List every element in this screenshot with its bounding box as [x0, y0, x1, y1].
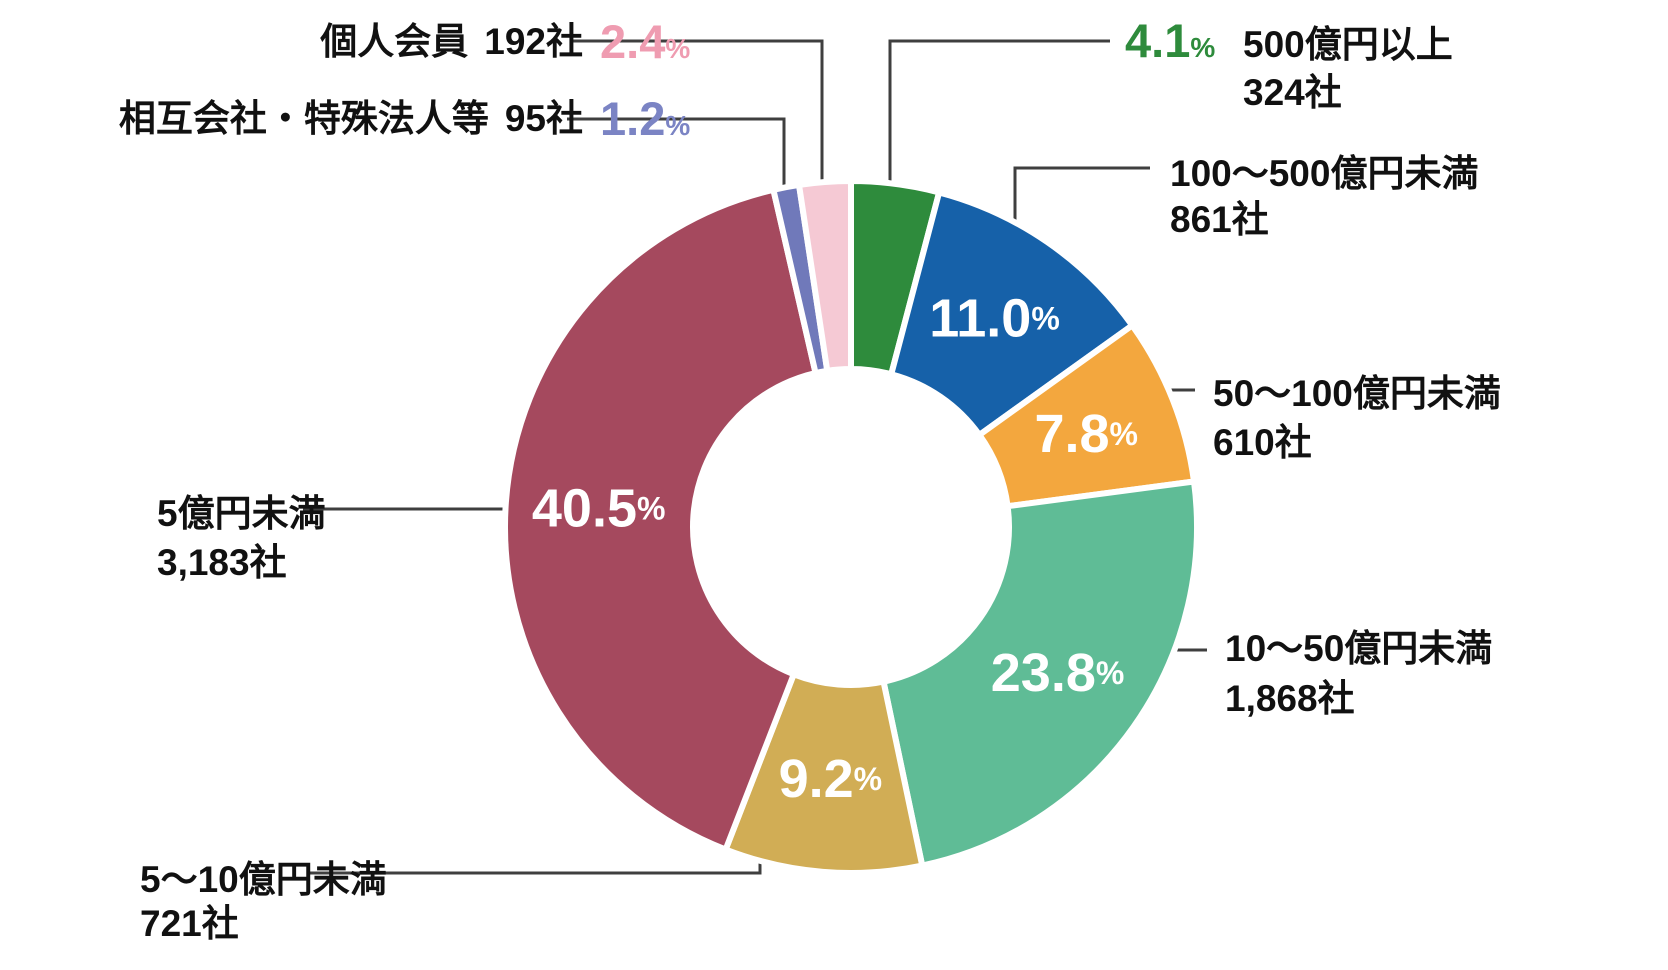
slice-percent-label-1: 11.0% [929, 289, 1060, 349]
slice-count-5-10: 721社 [140, 903, 239, 944]
percent-sign: % [665, 33, 690, 64]
slice-count-100-500: 861社 [1170, 199, 1269, 240]
slice-label-under-5: 5億円未満 [157, 493, 326, 534]
slice-label-100-500: 100〜500億円未満 [1170, 153, 1478, 194]
slice-count-mutual-special: 95社 [505, 98, 583, 139]
leader-line-mutual-special [567, 117, 786, 192]
pie-slice-1 [887, 188, 1137, 440]
slice-percent-over-500: 4.1% [1125, 14, 1215, 67]
percent-sign: % [637, 491, 665, 527]
leader-line-100-500 [1013, 166, 1150, 243]
percent-sign: % [854, 761, 882, 797]
slice-label-5-10: 5〜10億円未満 [140, 859, 387, 900]
slice-count-individual: 192社 [484, 21, 583, 62]
leader-line-individual [570, 39, 824, 186]
slice-percent-label-3: 23.8% [991, 643, 1125, 703]
slice-label-mutual-special: 相互会社・特殊法人等 95社 [119, 98, 583, 139]
donut-slices [502, 177, 1200, 876]
percent-sign: % [1110, 416, 1138, 452]
percent-sign: % [1096, 655, 1124, 691]
percent-sign: % [1190, 32, 1215, 63]
slice-count-under-5: 3,183社 [157, 542, 287, 583]
slice-count-50-100: 610社 [1213, 422, 1312, 463]
percent-sign: % [1031, 301, 1059, 337]
slice-count-over-500: 324社 [1243, 72, 1342, 113]
slice-count-10-50: 1,868社 [1225, 678, 1355, 719]
pie-slice-3 [879, 478, 1200, 870]
leader-line-over-500 [888, 39, 1110, 200]
slice-percent-label-2: 7.8% [1034, 404, 1138, 464]
slice-label-individual: 個人会員 192社 [319, 21, 583, 62]
slice-percent-label-4: 9.2% [779, 749, 883, 809]
slice-label-over-500: 500億円以上 [1243, 24, 1453, 65]
slice-percent-label-5: 40.5% [532, 479, 666, 539]
pie-slice-5 [502, 186, 820, 854]
slice-percent-individual: 2.4% [600, 15, 690, 68]
percent-sign: % [665, 110, 690, 141]
slice-label-10-50: 10〜50億円未満 [1225, 628, 1492, 669]
slice-inside-percent-labels: 11.0% 7.8% 23.8% 9.2% 40.5% [532, 289, 1138, 810]
pie-slice-7 [795, 177, 854, 375]
slice-percent-mutual-special: 1.2% [600, 92, 690, 145]
slice-label-50-100: 50〜100億円未満 [1213, 373, 1501, 414]
